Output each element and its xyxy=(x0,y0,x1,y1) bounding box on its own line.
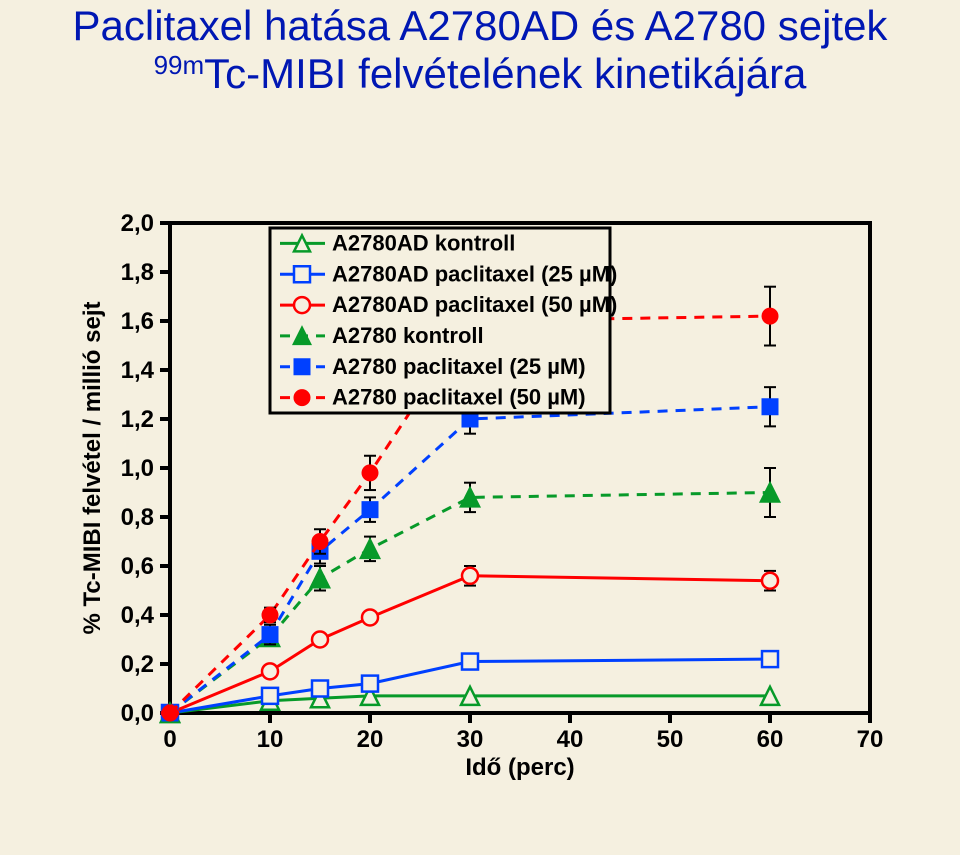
title-line-2: 99mTc-MIBI felvételének kinetikájára xyxy=(0,50,960,98)
svg-text:0,0: 0,0 xyxy=(121,700,154,727)
svg-text:40: 40 xyxy=(557,726,584,753)
svg-text:A2780 paclitaxel (25 µM): A2780 paclitaxel (25 µM) xyxy=(332,354,586,379)
svg-text:60: 60 xyxy=(757,726,784,753)
svg-text:A2780AD paclitaxel (50 µM): A2780AD paclitaxel (50 µM) xyxy=(332,292,617,317)
title-line-1: Paclitaxel hatása A2780AD és A2780 sejte… xyxy=(0,2,960,50)
series-A2780-paclitaxel-(25-µM) xyxy=(162,387,778,721)
svg-text:A2780AD kontroll: A2780AD kontroll xyxy=(332,230,515,255)
svg-text:50: 50 xyxy=(657,726,684,753)
svg-text:1,0: 1,0 xyxy=(121,455,154,482)
svg-text:1,4: 1,4 xyxy=(121,357,155,384)
chart-container: 0,0 0,2 0,4 0,6 0,8 1,0 1,2 1,4 1,6 1,8 2,0 0 10 20 30… xyxy=(60,208,900,783)
svg-text:70: 70 xyxy=(857,726,884,753)
svg-text:1,2: 1,2 xyxy=(121,406,154,433)
svg-text:0,2: 0,2 xyxy=(121,651,154,678)
title-line-2-text: Tc-MIBI felvételének kinetikájára xyxy=(204,50,806,97)
svg-text:10: 10 xyxy=(257,726,284,753)
svg-text:2,0: 2,0 xyxy=(121,210,154,237)
legend: A2780AD kontroll A2780AD paclitaxel (25 µ… xyxy=(270,228,617,413)
svg-text:% Tc-MIBI felvétel / millió se: % Tc-MIBI felvétel / millió sejt xyxy=(79,302,106,635)
svg-text:30: 30 xyxy=(457,726,484,753)
title-superscript: 99m xyxy=(154,50,205,80)
svg-text:A2780 paclitaxel (50 µM): A2780 paclitaxel (50 µM) xyxy=(332,385,586,410)
series-A2780-kontroll xyxy=(161,468,779,722)
page-title: Paclitaxel hatása A2780AD és A2780 sejte… xyxy=(0,0,960,98)
svg-text:1,6: 1,6 xyxy=(121,308,154,335)
svg-text:0: 0 xyxy=(163,726,176,753)
svg-text:Idő (perc): Idő (perc) xyxy=(465,754,574,781)
svg-text:0,8: 0,8 xyxy=(121,504,154,531)
svg-text:0,4: 0,4 xyxy=(121,602,155,629)
svg-text:20: 20 xyxy=(357,726,384,753)
chart-svg: 0,0 0,2 0,4 0,6 0,8 1,0 1,2 1,4 1,6 1,8 2,0 0 10 20 30… xyxy=(60,208,900,783)
svg-text:A2780AD paclitaxel (25 µM): A2780AD paclitaxel (25 µM) xyxy=(332,261,617,286)
svg-text:0,6: 0,6 xyxy=(121,553,154,580)
svg-text:1,8: 1,8 xyxy=(121,259,154,286)
page-root: Paclitaxel hatása A2780AD és A2780 sejte… xyxy=(0,0,960,855)
svg-text:A2780 kontroll: A2780 kontroll xyxy=(332,323,484,348)
